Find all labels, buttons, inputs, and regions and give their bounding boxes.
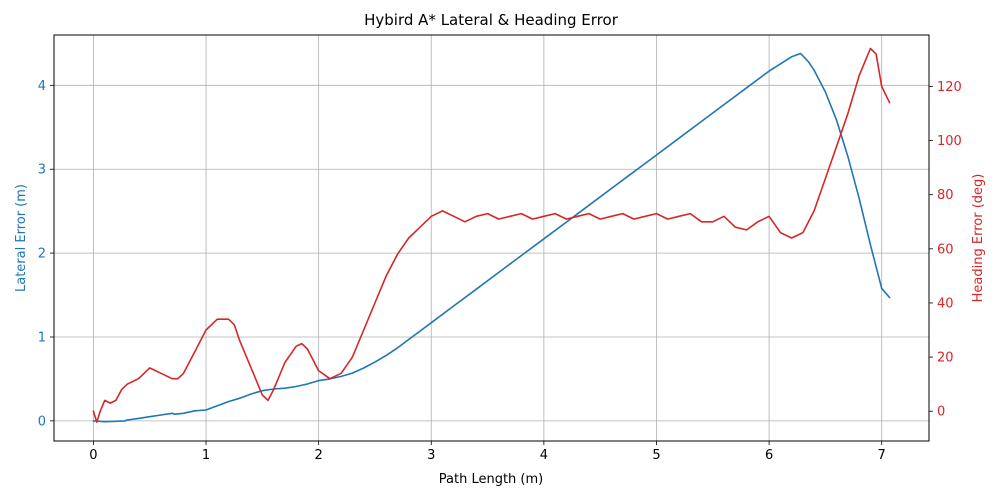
chart-title: Hybird A* Lateral & Heading Error bbox=[364, 11, 619, 29]
right-tick-label: 40 bbox=[937, 296, 954, 311]
left-y-axis: 0 1 2 3 4 bbox=[38, 79, 54, 429]
left-tick-label: 0 bbox=[38, 414, 46, 429]
x-tick-label: 7 bbox=[878, 448, 886, 463]
lateral-error-line bbox=[92, 52, 891, 423]
plot-frame bbox=[53, 34, 930, 442]
right-tick-label: 60 bbox=[937, 242, 954, 257]
left-tick-label: 1 bbox=[38, 330, 46, 345]
left-tick-label: 2 bbox=[38, 247, 46, 262]
left-y-axis-label: Lateral Error (m) bbox=[14, 184, 29, 292]
right-tick-label: 120 bbox=[937, 80, 962, 95]
x-tick-label: 5 bbox=[652, 448, 660, 463]
x-tick-label: 3 bbox=[427, 448, 435, 463]
heading-error-line bbox=[92, 47, 891, 423]
x-tick-label: 6 bbox=[765, 448, 773, 463]
left-tick-label: 3 bbox=[38, 163, 46, 178]
right-tick-label: 0 bbox=[937, 405, 945, 420]
right-tick-label: 80 bbox=[937, 188, 954, 203]
right-tick-label: 20 bbox=[937, 351, 954, 366]
x-axis-label: Path Length (m) bbox=[439, 472, 543, 487]
right-tick-label: 100 bbox=[937, 134, 962, 149]
series-layer bbox=[92, 47, 891, 423]
left-tick-label: 4 bbox=[38, 79, 46, 94]
x-tick-label: 1 bbox=[202, 448, 210, 463]
right-y-axis: 0 20 40 60 80 100 120 bbox=[929, 80, 962, 420]
x-tick-label: 0 bbox=[89, 448, 97, 463]
x-axis: 0 1 2 3 4 5 6 7 bbox=[89, 441, 886, 463]
right-y-axis-label: Heading Error (deg) bbox=[971, 174, 986, 303]
x-tick-label: 2 bbox=[314, 448, 322, 463]
x-tick-label: 4 bbox=[540, 448, 548, 463]
